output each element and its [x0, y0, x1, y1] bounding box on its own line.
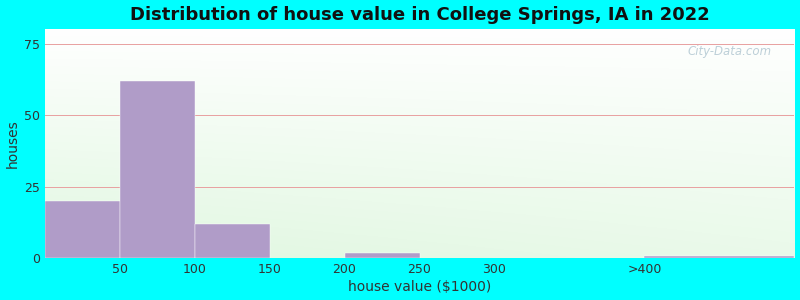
Bar	[119, 81, 194, 258]
X-axis label: house value ($1000): house value ($1000)	[348, 280, 491, 294]
Text: City-Data.com: City-Data.com	[688, 45, 772, 58]
Y-axis label: houses: houses	[6, 119, 19, 168]
Bar	[45, 201, 119, 258]
Bar	[645, 256, 794, 258]
Bar	[345, 253, 419, 258]
Bar	[194, 224, 270, 258]
Title: Distribution of house value in College Springs, IA in 2022: Distribution of house value in College S…	[130, 6, 710, 24]
